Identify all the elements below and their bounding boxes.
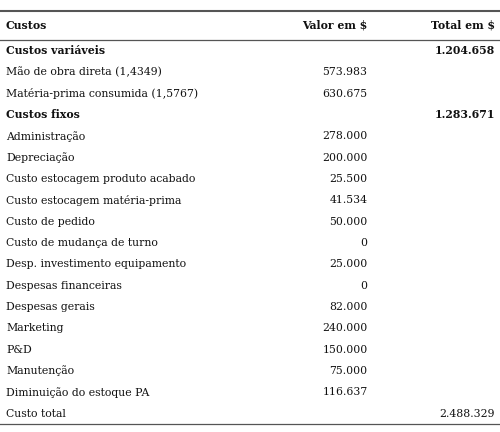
Text: 1.204.658: 1.204.658 xyxy=(435,45,495,56)
Text: Despesas gerais: Despesas gerais xyxy=(6,302,95,312)
Text: 41.534: 41.534 xyxy=(330,195,368,205)
Text: Administração: Administração xyxy=(6,131,85,142)
Text: Custos fixos: Custos fixos xyxy=(6,109,80,121)
Text: 630.675: 630.675 xyxy=(322,89,368,98)
Text: Total em $: Total em $ xyxy=(431,20,495,31)
Text: 25.000: 25.000 xyxy=(329,259,368,269)
Text: Custos: Custos xyxy=(6,20,48,31)
Text: Despesas financeiras: Despesas financeiras xyxy=(6,280,122,291)
Text: Mão de obra direta (1,4349): Mão de obra direta (1,4349) xyxy=(6,67,162,77)
Text: 75.000: 75.000 xyxy=(330,366,368,376)
Text: Manutenção: Manutenção xyxy=(6,365,74,376)
Text: 278.000: 278.000 xyxy=(322,131,368,141)
Text: 200.000: 200.000 xyxy=(322,152,368,162)
Text: 1.283.671: 1.283.671 xyxy=(434,109,495,121)
Text: 573.983: 573.983 xyxy=(322,67,368,77)
Text: Valor em $: Valor em $ xyxy=(302,20,368,31)
Text: Custo de mudança de turno: Custo de mudança de turno xyxy=(6,238,158,248)
Text: Matéria-prima consumida (1,5767): Matéria-prima consumida (1,5767) xyxy=(6,88,198,99)
Text: Depreciação: Depreciação xyxy=(6,152,74,163)
Text: Marketing: Marketing xyxy=(6,323,64,333)
Text: Custo de pedido: Custo de pedido xyxy=(6,216,95,226)
Text: P&D: P&D xyxy=(6,345,32,355)
Text: 50.000: 50.000 xyxy=(329,216,368,226)
Text: Custo total: Custo total xyxy=(6,409,66,419)
Text: 2.488.329: 2.488.329 xyxy=(440,409,495,419)
Text: Custo estocagem produto acabado: Custo estocagem produto acabado xyxy=(6,174,196,184)
Text: 25.500: 25.500 xyxy=(330,174,368,184)
Text: 0: 0 xyxy=(360,238,368,248)
Text: Custo estocagem matéria-prima: Custo estocagem matéria-prima xyxy=(6,195,182,206)
Text: 150.000: 150.000 xyxy=(322,345,368,355)
Text: Desp. investimento equipamento: Desp. investimento equipamento xyxy=(6,259,186,269)
Text: Custos variáveis: Custos variáveis xyxy=(6,45,105,56)
Text: Diminuição do estoque PA: Diminuição do estoque PA xyxy=(6,387,150,397)
Text: 82.000: 82.000 xyxy=(329,302,368,312)
Text: 116.637: 116.637 xyxy=(322,387,368,397)
Text: 240.000: 240.000 xyxy=(322,323,368,333)
Text: 0: 0 xyxy=(360,280,368,291)
